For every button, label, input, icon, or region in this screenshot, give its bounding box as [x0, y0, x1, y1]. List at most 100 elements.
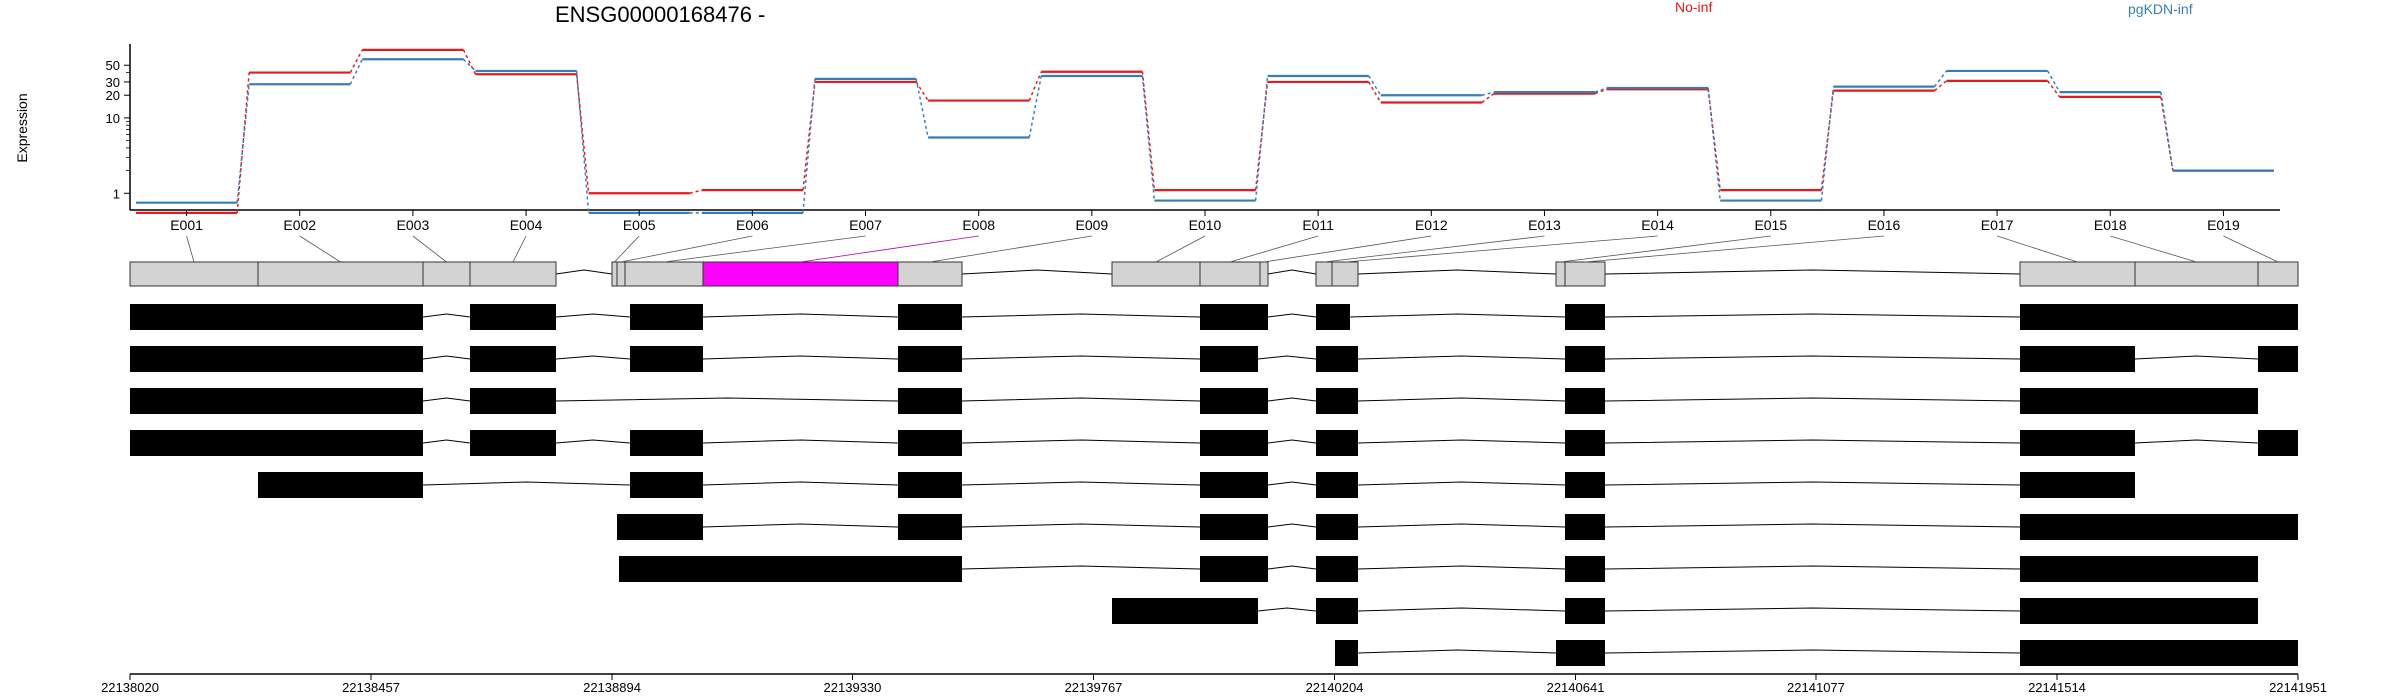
- transcript-intron: [961, 397, 1201, 402]
- transcript-exon: [2020, 598, 2258, 624]
- exon-connector: [1584, 235, 1884, 263]
- transcript-exon: [130, 346, 423, 372]
- legend-pgkdn-inf: pgKDN-inf: [2128, 1, 2193, 17]
- series-connector: [915, 78, 929, 138]
- exon-connector: [1155, 235, 1206, 263]
- transcript-exon: [2258, 346, 2298, 372]
- transcript-exon: [1316, 472, 1358, 498]
- transcript-intron: [2134, 439, 2259, 444]
- transcript-intron: [1357, 649, 1557, 654]
- exon-connector: [620, 235, 753, 263]
- series-connector: [462, 58, 476, 72]
- transcript-intron: [1357, 397, 1566, 402]
- series-connector: [1594, 87, 1608, 93]
- genomic-coordinate-axis: 22138020 22138457 22138894 22139330 22139767…: [101, 673, 2327, 695]
- y-tick-label: 20: [106, 88, 120, 103]
- series-connector: [1141, 71, 1156, 191]
- gene-exon-e014: [1331, 261, 1359, 287]
- transcript-exon: [617, 514, 703, 540]
- transcript-exon: [2020, 304, 2298, 330]
- series-connector: [915, 81, 929, 101]
- transcript-exon: [2020, 346, 2135, 372]
- gene-exon-e011: [1199, 261, 1261, 287]
- exon-connector: [2110, 235, 2197, 263]
- gene-intron: [1357, 269, 1557, 275]
- transcript-models: [130, 304, 2298, 666]
- exon-label: E009: [1075, 217, 1108, 233]
- transcript-exon: [1200, 304, 1268, 330]
- exon-label: E019: [2207, 217, 2240, 233]
- transcript-exon: [1316, 388, 1358, 414]
- exon-connector: [614, 235, 640, 263]
- transcript-exon: [1565, 430, 1605, 456]
- transcript-exon: [898, 304, 962, 330]
- transcript-intron: [1267, 313, 1317, 318]
- gene-intron: [961, 269, 1113, 275]
- coordinate-tick-label: 22139767: [1065, 680, 1123, 695]
- exon-connector: [412, 235, 447, 263]
- gene-exon-e002: [257, 261, 424, 287]
- series-connector: [2047, 70, 2061, 93]
- exon-connector: [929, 235, 1092, 263]
- transcript-2: [130, 346, 2298, 372]
- gene-exon-e008: [702, 261, 899, 287]
- transcript-exon: [2020, 472, 2135, 498]
- transcript-exon: [1556, 640, 1605, 666]
- gene-exon-e001: [129, 261, 259, 287]
- coordinate-tick-label: 22141951: [2269, 680, 2327, 695]
- transcript-intron: [961, 355, 1201, 360]
- series-connector: [1707, 89, 1721, 191]
- exon-label: E004: [510, 217, 543, 233]
- transcript-intron: [422, 439, 471, 444]
- exon-connector: [1323, 235, 1545, 263]
- series-connector: [1254, 81, 1269, 191]
- series-connector: [349, 49, 363, 73]
- gene-exon-e013: [1315, 261, 1333, 287]
- exon-connector: [1263, 235, 1432, 263]
- transcript-intron: [1604, 607, 2021, 612]
- transcript-exon: [1316, 514, 1358, 540]
- transcript-intron: [1357, 481, 1566, 486]
- transcript-exon: [630, 472, 703, 498]
- transcript-intron: [961, 481, 1201, 486]
- series-connector: [575, 74, 590, 194]
- series-connector: [1141, 75, 1156, 201]
- transcript-intron: [1267, 397, 1317, 402]
- gene-exon-e005: [611, 261, 618, 287]
- series-connector: [1481, 93, 1495, 104]
- exon-label: E013: [1528, 217, 1561, 233]
- transcript-exon: [1565, 304, 1605, 330]
- transcript-intron: [1604, 565, 2021, 570]
- exon-label: E001: [170, 217, 203, 233]
- y-tick-label: 50: [106, 58, 120, 73]
- exon-connector: [512, 235, 527, 263]
- series-connector: [1028, 71, 1042, 101]
- y-axis-label: Expression: [14, 93, 30, 162]
- transcript-exon: [898, 346, 962, 372]
- exon-labels: E001 E002 E003 E004 E005 E006 E007 E008 E009 E010…: [170, 210, 2240, 233]
- series-connector: [349, 58, 363, 85]
- transcript-exon: [2258, 430, 2298, 456]
- exon-connector: [1229, 235, 1319, 263]
- transcript-8: [1112, 598, 2258, 624]
- exon-connector: [1996, 235, 2078, 263]
- transcript-exon: [1316, 598, 1358, 624]
- transcript-intron: [1267, 481, 1317, 486]
- gene-exon-e017: [2019, 261, 2136, 287]
- transcript-exon: [2020, 640, 2298, 666]
- transcript-intron: [422, 313, 471, 318]
- exon-connector: [299, 235, 341, 263]
- transcript-intron: [1257, 355, 1317, 360]
- series-connector: [802, 78, 816, 213]
- gene-exon-e006: [616, 261, 626, 287]
- series-pgkdn-inf: [136, 58, 2274, 214]
- series-connector: [689, 189, 702, 195]
- gene-exon-e007: [624, 261, 704, 287]
- transcript-exon: [1200, 472, 1268, 498]
- exon-label: E012: [1415, 217, 1448, 233]
- coordinate-tick-label: 22138894: [583, 680, 641, 695]
- series-connector: [1594, 88, 1608, 95]
- gene-exon-e010: [1111, 261, 1201, 287]
- exon-label: E010: [1189, 217, 1222, 233]
- transcript-exon: [1112, 598, 1258, 624]
